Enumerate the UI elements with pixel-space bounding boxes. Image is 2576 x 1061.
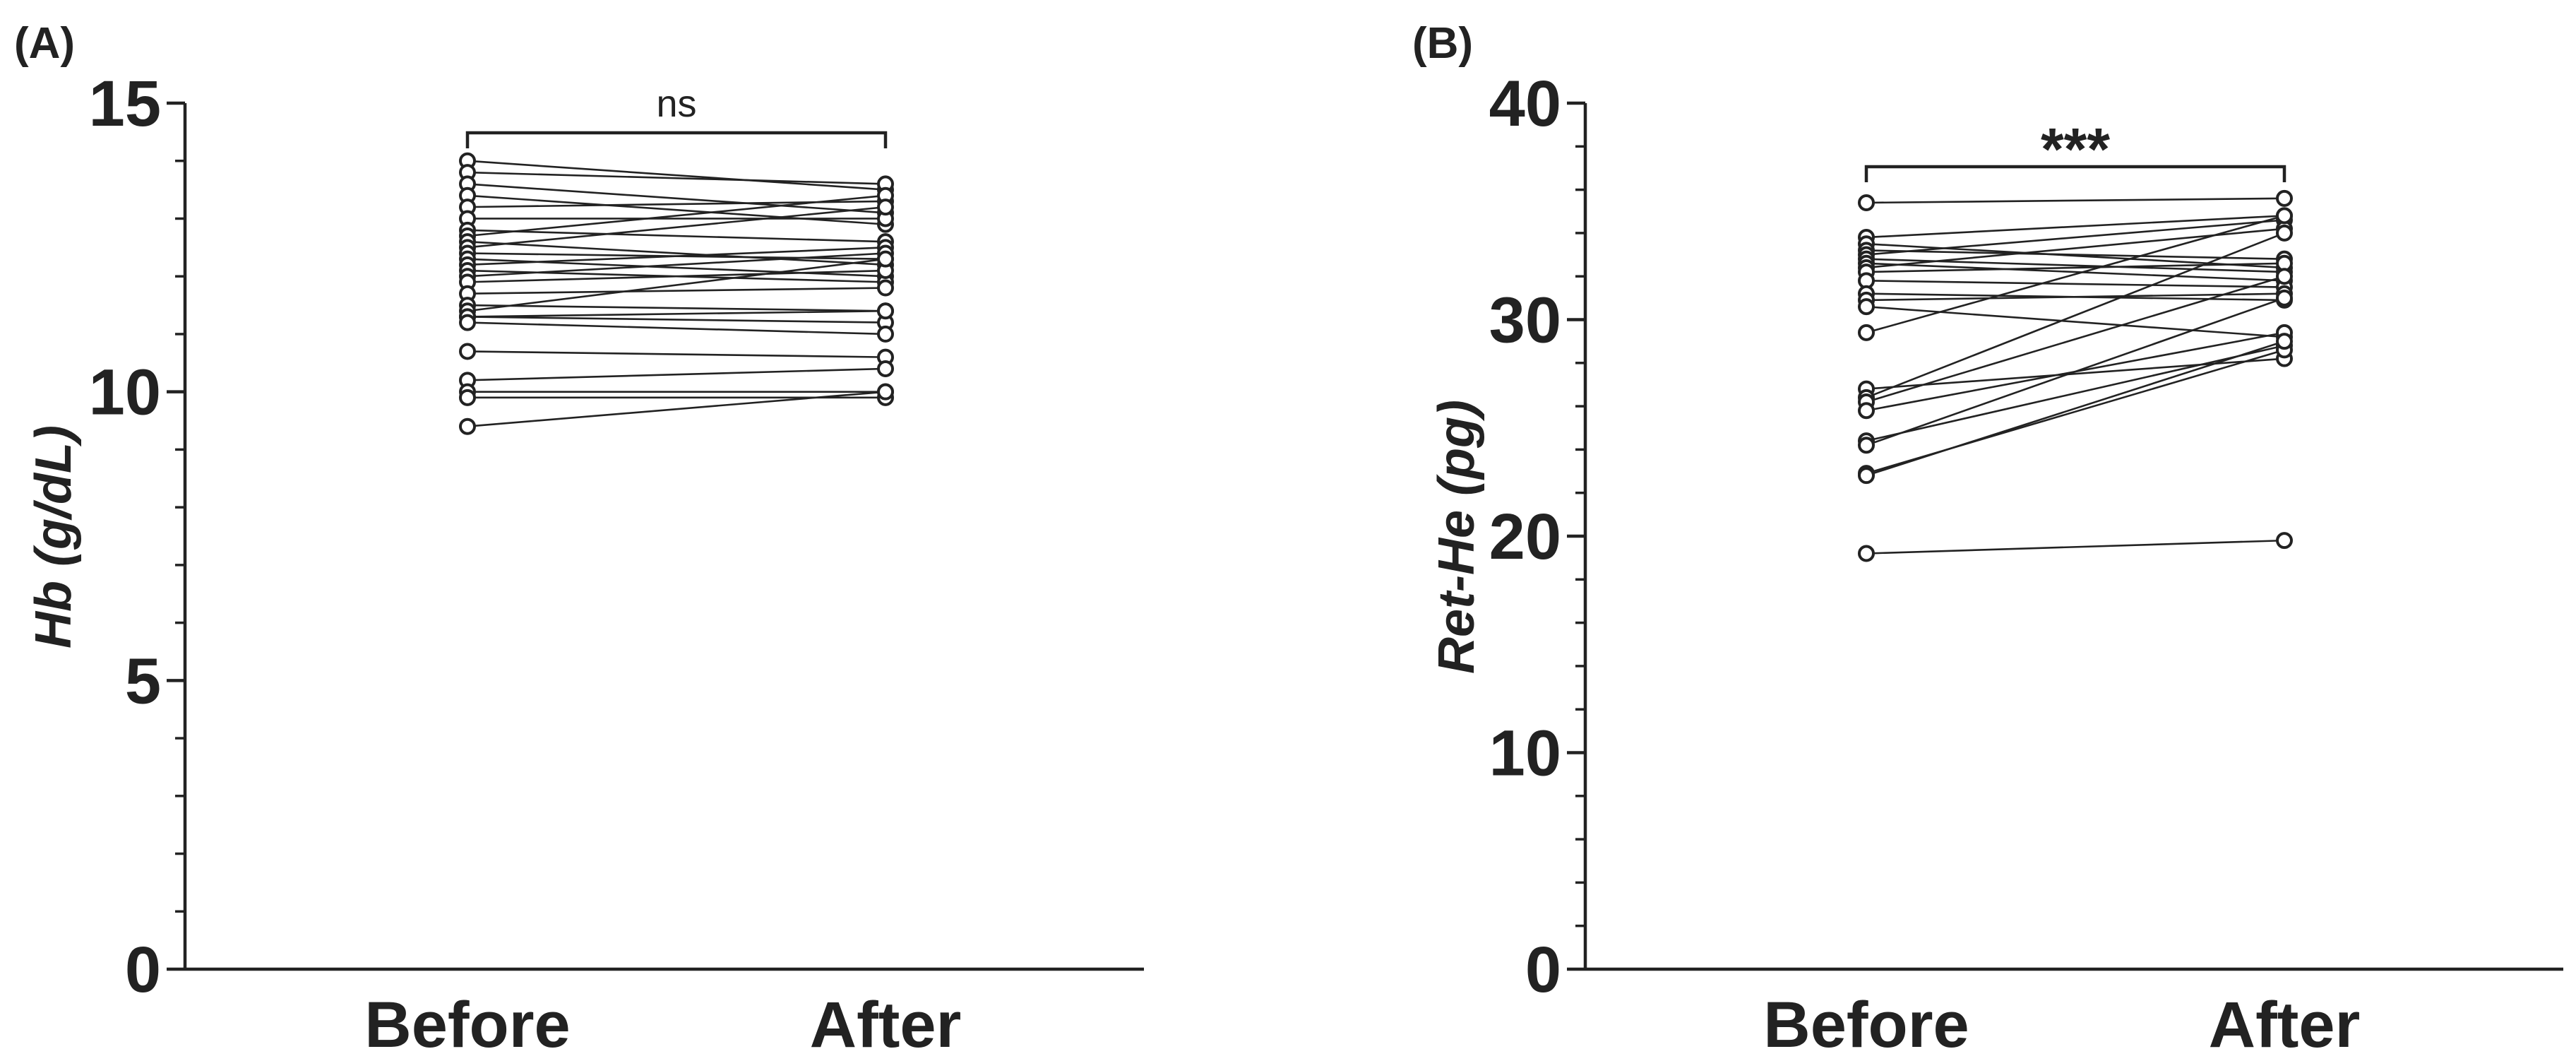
panel-b-y-tick-labels: 0 10 20 30 40 <box>1489 68 1561 1006</box>
panel-a-point-before-25 <box>459 389 476 406</box>
panel-b-pair-line-12 <box>1866 305 2285 338</box>
panel-a-y-tick-label-0: 0 <box>125 934 161 1006</box>
panel-b-pair-line-11 <box>1866 292 2285 302</box>
panel-a-significance-bracket <box>465 131 888 148</box>
panel-b-point-after-15 <box>2276 224 2293 242</box>
panel-b-y-tick-label-0: 0 <box>1525 934 1561 1006</box>
panel-b-y-tick-label-20: 20 <box>1489 501 1561 573</box>
panel-a-points <box>459 152 894 435</box>
panel-b-points <box>1858 189 2293 562</box>
panel-a-pair-line-23 <box>467 367 886 381</box>
panel-a-pair-line-21 <box>467 321 886 336</box>
panel-b-minor-ticks <box>1575 145 1585 927</box>
panel-a-minor-ticks <box>175 159 185 913</box>
panel-b-point-before-19 <box>1858 437 1875 454</box>
panel-a-pair-line-17 <box>467 304 886 312</box>
panel-b-pair-lines <box>1866 197 2285 555</box>
panel-a-y-tick-labels: 0 5 10 15 <box>89 68 161 1006</box>
panel-b-pair-line-2 <box>1866 242 2285 269</box>
panel-b: (B) 0 10 20 30 40 Ret-He (pg) Before Aft… <box>1412 19 2563 1061</box>
panel-a-pair-line-26 <box>467 391 886 428</box>
panel-a-x-label-before: Before <box>364 989 570 1061</box>
panel-a-y-axis-title: Hb (g/dL) <box>25 425 82 648</box>
panel-b-pair-line-15 <box>1866 232 2285 399</box>
panel-a-pair-line-0 <box>467 160 886 191</box>
panel-b-y-tick-label-10: 10 <box>1489 718 1561 790</box>
panel-a-pair-line-18 <box>467 258 886 312</box>
panel-a-point-after-9 <box>877 198 894 216</box>
panel-a-y-ticks <box>167 101 185 971</box>
panel-a-point-before-26 <box>459 417 476 435</box>
panel-b-pair-line-8 <box>1866 262 2285 273</box>
panel-a-y-tick-label-10: 10 <box>89 357 161 429</box>
panel-b-point-after-13 <box>2276 207 2293 225</box>
panel-b-point-after-16 <box>2276 268 2293 285</box>
panel-b-pair-line-22 <box>1866 539 2285 555</box>
panel-a-pair-line-19 <box>467 316 886 324</box>
panel-a-point-before-22 <box>459 343 476 360</box>
panel-b-point-after-0 <box>2276 189 2293 207</box>
panel-b-point-before-22 <box>1858 545 1875 562</box>
panel-b-point-after-19 <box>2276 289 2293 307</box>
panel-b-pair-line-9 <box>1866 280 2285 288</box>
panel-a-pair-line-12 <box>467 247 886 266</box>
panel-b-pair-line-4 <box>1866 219 2285 256</box>
panel-a-point-after-23 <box>877 360 894 377</box>
panel-b-point-after-21 <box>2276 333 2293 350</box>
panel-a-point-after-21 <box>877 325 894 343</box>
panel-b-pair-line-16 <box>1866 275 2285 403</box>
panel-b-pair-line-6 <box>1866 262 2285 282</box>
panel-a-point-before-21 <box>459 314 476 331</box>
panel-b-pair-line-18 <box>1866 345 2285 442</box>
panel-a-pair-line-3 <box>467 194 886 225</box>
panel-b-label: (B) <box>1412 19 1473 68</box>
panel-a-label: (A) <box>14 19 75 68</box>
panel-b-significance-bracket <box>1864 165 2286 182</box>
panel-a-pair-line-8 <box>467 240 886 266</box>
panel-a-x-label-after: After <box>810 989 962 1061</box>
panel-b-y-tick-label-30: 30 <box>1489 285 1561 357</box>
panel-b-point-before-0 <box>1858 194 1875 211</box>
panel-a-pair-line-20 <box>467 309 886 318</box>
panel-b-pair-line-19 <box>1866 297 2285 446</box>
panel-a-pair-line-9 <box>467 206 886 249</box>
panel-b-point-before-13 <box>1858 324 1875 341</box>
panel-b-significance-label: *** <box>2041 116 2110 182</box>
panel-a-y-tick-label-5: 5 <box>125 645 161 717</box>
panel-a-point-after-26 <box>877 383 894 401</box>
panel-b-y-tick-label-40: 40 <box>1489 68 1561 140</box>
panel-b-x-label-after: After <box>2209 989 2361 1061</box>
panel-b-point-before-12 <box>1858 298 1875 316</box>
panel-b-pair-line-3 <box>1866 249 2285 260</box>
panel-b-pair-line-0 <box>1866 197 2285 204</box>
panel-b-point-after-22 <box>2276 532 2293 550</box>
panel-a-y-tick-label-15: 15 <box>89 68 161 140</box>
panel-a-point-after-18 <box>877 250 894 268</box>
panel-a-pair-line-22 <box>467 350 886 358</box>
panel-a-pair-lines <box>467 160 886 428</box>
panel-a-significance-label: ns <box>656 83 696 125</box>
panel-a-pair-line-2 <box>467 183 886 214</box>
panel-b-pair-line-21 <box>1866 340 2285 477</box>
panel-a: (A) 0 5 10 15 Hb (g/dL) Before After ns <box>14 19 1144 1061</box>
panel-b-pair-line-13 <box>1866 215 2285 334</box>
panel-a-pair-line-15 <box>467 269 886 283</box>
panel-a-pair-line-16 <box>467 287 886 295</box>
panel-b-point-before-17 <box>1858 402 1875 420</box>
panel-b-y-ticks <box>1567 101 1585 971</box>
panel-a-pair-line-6 <box>467 229 886 243</box>
panel-b-x-label-before: Before <box>1763 989 1969 1061</box>
panel-a-point-after-20 <box>877 302 894 320</box>
panel-b-pair-line-1 <box>1866 215 2285 239</box>
panel-a-pair-line-7 <box>467 194 886 237</box>
panel-b-point-before-21 <box>1858 467 1875 485</box>
panel-b-y-axis-title: Ret-He (pg) <box>1429 400 1485 674</box>
panel-a-pair-line-14 <box>467 252 886 278</box>
panel-a-pair-line-1 <box>467 171 886 185</box>
panel-a-point-after-16 <box>877 279 894 297</box>
